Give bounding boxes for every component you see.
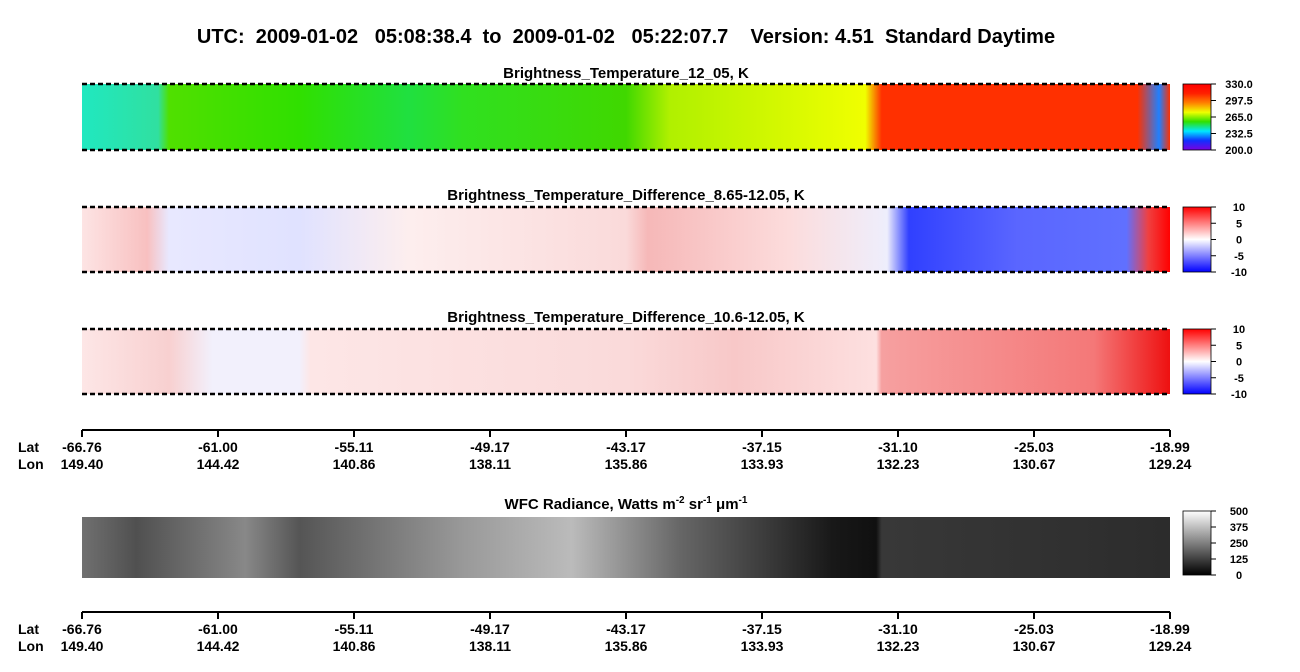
colorbar-tick-label: 232.5 [1225, 129, 1253, 141]
title-text: sr [685, 496, 704, 513]
colorbar-tick-label: -10 [1231, 267, 1247, 279]
title-text: Brightness_Temperature_Difference_10.6-1… [447, 309, 805, 326]
lat-label: -37.15 [742, 621, 782, 637]
colorbar-tick-label: -10 [1231, 389, 1247, 401]
lat-label: -49.17 [470, 621, 510, 637]
lon-label: 138.11 [469, 638, 511, 654]
colorbar [1182, 206, 1212, 273]
colorbar-tick-label: 500 [1230, 506, 1248, 518]
title-text: Brightness_Temperature_Difference_8.65-1… [447, 187, 805, 204]
lon-label: 129.24 [1149, 456, 1192, 472]
lat-label: -55.11 [335, 439, 374, 455]
lon-label: 130.67 [1013, 638, 1056, 654]
track-row-label: Lat [18, 621, 39, 637]
lon-label: 144.42 [197, 638, 240, 654]
lat-label: -49.17 [470, 439, 510, 455]
heatmap-image [82, 329, 1170, 394]
title-superscript: -1 [703, 495, 712, 506]
colorbar-tick-label: -5 [1234, 251, 1244, 263]
lon-label: 138.11 [469, 456, 511, 472]
colorbar-tick-label: 0 [1236, 357, 1242, 369]
lon-label: 132.23 [877, 456, 920, 472]
colorbar-tick-label: 200.0 [1225, 145, 1253, 157]
lon-label: 149.40 [61, 456, 104, 472]
lon-label: 129.24 [1149, 638, 1192, 654]
lat-label: -18.99 [1150, 621, 1190, 637]
lat-label: -43.17 [606, 621, 646, 637]
lon-label: 135.86 [605, 456, 648, 472]
lon-label: 135.86 [605, 638, 648, 654]
figure-title: UTC: 2009-01-02 05:08:38.4 to 2009-01-02… [197, 26, 1055, 48]
track-row-label: Lat [18, 439, 39, 455]
colorbar-tick-label: 0 [1236, 570, 1242, 582]
colorbar-tick-label: 265.0 [1225, 112, 1253, 124]
colorbar-tick-label: 0 [1236, 235, 1242, 247]
lat-label: -66.76 [62, 439, 102, 455]
lon-label: 140.86 [333, 456, 376, 472]
lat-label: -61.00 [198, 439, 238, 455]
heatmap-image [82, 207, 1170, 272]
lon-label: 133.93 [741, 638, 784, 654]
colorbar-tick-label: 10 [1233, 324, 1245, 336]
lon-label: 132.23 [877, 638, 920, 654]
colorbar [1182, 328, 1212, 395]
lat-label: -43.17 [606, 439, 646, 455]
lat-label: -25.03 [1014, 439, 1054, 455]
colorbar-tick-label: 5 [1236, 218, 1242, 230]
colorbar-tick-label: 250 [1230, 538, 1248, 550]
lat-label: -55.11 [335, 621, 374, 637]
lon-label: 130.67 [1013, 456, 1056, 472]
lat-label: -61.00 [198, 621, 238, 637]
lat-label: -31.10 [878, 621, 918, 637]
heatmap-image [82, 84, 1170, 150]
lat-label: -18.99 [1150, 439, 1190, 455]
lat-label: -37.15 [742, 439, 782, 455]
title-text: μm [712, 496, 739, 513]
title-text: Brightness_Temperature_12_05, K [503, 65, 749, 82]
title-text: WFC Radiance, Watts m [505, 496, 676, 513]
track-row-label: Lon [18, 456, 44, 472]
lat-label: -66.76 [62, 621, 102, 637]
track-row-label: Lon [18, 638, 44, 654]
colorbar-tick-label: 5 [1236, 340, 1242, 352]
lon-label: 133.93 [741, 456, 784, 472]
lat-label: -25.03 [1014, 621, 1054, 637]
heatmap-image [82, 517, 1170, 578]
panel-title: WFC Radiance, Watts m-2 sr-1 μm-1 [505, 495, 748, 513]
colorbar-tick-label: 125 [1230, 554, 1248, 566]
title-superscript: -1 [739, 495, 748, 506]
colorbar-tick-label: 375 [1230, 522, 1248, 534]
panel-title: Brightness_Temperature_12_05, K [503, 65, 749, 82]
lat-label: -31.10 [878, 439, 918, 455]
colorbar [1182, 83, 1212, 151]
lon-label: 144.42 [197, 456, 240, 472]
lon-label: 149.40 [61, 638, 104, 654]
panel-title: Brightness_Temperature_Difference_8.65-1… [447, 187, 805, 204]
colorbar [1182, 510, 1212, 576]
colorbar-tick-label: 10 [1233, 202, 1245, 214]
colorbar-tick-label: 297.5 [1225, 96, 1253, 108]
colorbar-tick-label: -5 [1234, 373, 1244, 385]
title-superscript: -2 [676, 495, 685, 506]
panel-title: Brightness_Temperature_Difference_10.6-1… [447, 309, 805, 326]
colorbar-tick-label: 330.0 [1225, 79, 1253, 91]
lon-label: 140.86 [333, 638, 376, 654]
